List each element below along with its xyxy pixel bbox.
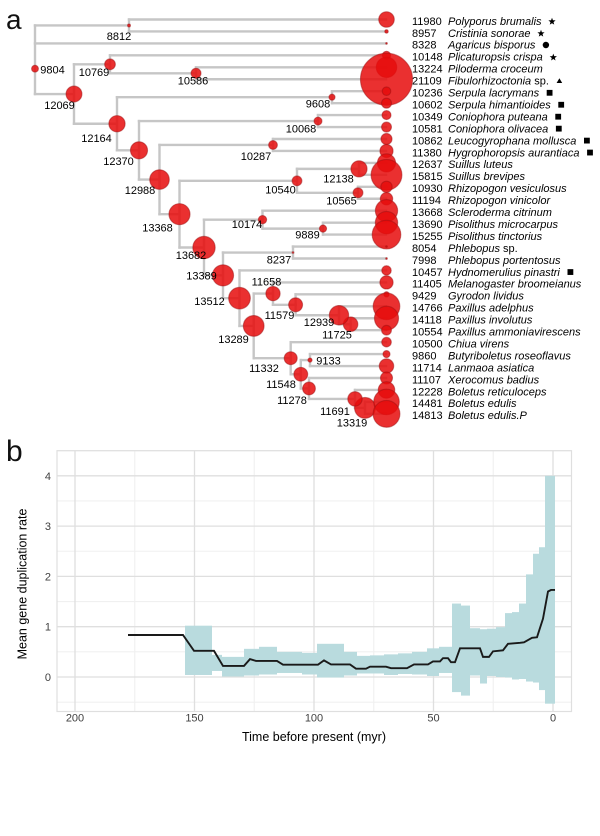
svg-text:10565: 10565 <box>326 195 357 207</box>
svg-text:150: 150 <box>185 713 203 725</box>
svg-text:11725: 11725 <box>322 329 352 341</box>
svg-text:11548: 11548 <box>266 379 296 391</box>
svg-text:10068: 10068 <box>286 123 317 135</box>
svg-text:10540: 10540 <box>265 184 296 196</box>
svg-text:a: a <box>6 4 22 35</box>
svg-text:3: 3 <box>45 521 51 533</box>
svg-text:12939: 12939 <box>304 317 335 329</box>
svg-text:4: 4 <box>45 471 51 483</box>
svg-text:13512: 13512 <box>194 296 225 308</box>
svg-text:13389: 13389 <box>186 270 217 282</box>
svg-text:100: 100 <box>305 713 323 725</box>
svg-text:11658: 11658 <box>252 276 282 288</box>
svg-text:9889: 9889 <box>295 229 319 241</box>
svg-text:13368: 13368 <box>142 222 173 234</box>
svg-text:13319: 13319 <box>337 417 368 429</box>
svg-text:12164: 12164 <box>81 133 112 145</box>
svg-text:2: 2 <box>45 571 51 583</box>
svg-text:9804: 9804 <box>40 64 64 76</box>
svg-text:13289: 13289 <box>218 334 249 346</box>
svg-text:0: 0 <box>550 713 556 725</box>
svg-text:11579: 11579 <box>265 310 295 322</box>
svg-text:Time before present (myr): Time before present (myr) <box>242 730 386 744</box>
svg-text:13682: 13682 <box>176 250 207 262</box>
svg-text:0: 0 <box>45 672 51 684</box>
svg-text:200: 200 <box>66 713 84 725</box>
svg-text:12138: 12138 <box>323 173 354 185</box>
svg-text:12988: 12988 <box>125 185 156 197</box>
svg-text:1: 1 <box>45 622 51 634</box>
svg-text:10586: 10586 <box>178 75 209 87</box>
svg-text:8237: 8237 <box>267 254 291 266</box>
svg-text:12069: 12069 <box>44 100 75 112</box>
svg-text:50: 50 <box>427 713 439 725</box>
svg-text:11691: 11691 <box>320 406 350 418</box>
svg-text:12370: 12370 <box>103 156 134 168</box>
svg-text:Mean gene duplication rate: Mean gene duplication rate <box>16 509 30 660</box>
svg-text:10769: 10769 <box>79 67 110 79</box>
svg-text:11332: 11332 <box>249 363 279 375</box>
svg-text:10174: 10174 <box>232 219 263 231</box>
svg-text:b: b <box>6 435 23 468</box>
svg-text:10287: 10287 <box>241 151 272 163</box>
svg-text:9608: 9608 <box>306 98 330 110</box>
svg-text:9133: 9133 <box>316 355 340 367</box>
svg-text:11278: 11278 <box>277 395 307 407</box>
svg-text:8812: 8812 <box>107 31 131 43</box>
